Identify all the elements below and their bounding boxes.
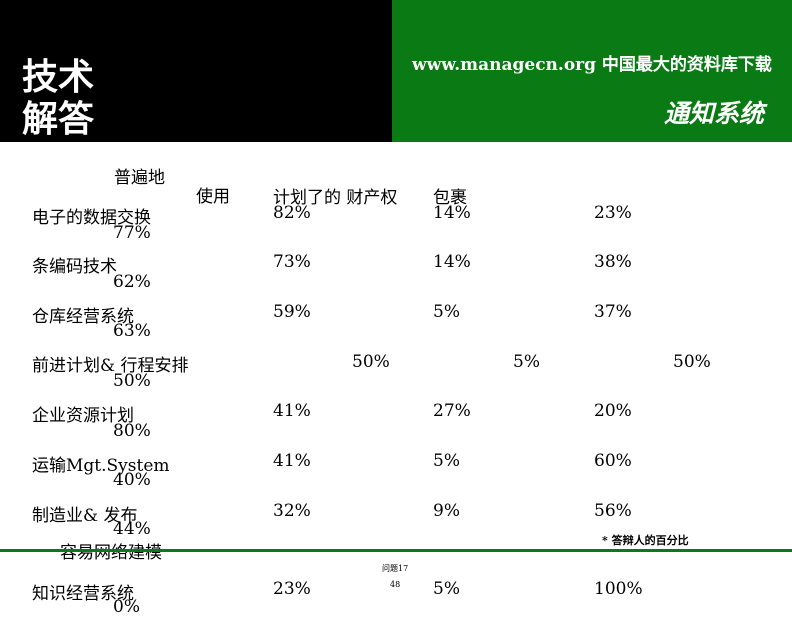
question-label: 问题17 (382, 564, 409, 573)
row-value: 5% (433, 302, 460, 322)
row-value: 60% (594, 451, 632, 471)
row-value: 9% (433, 501, 460, 521)
row-value: 100% (594, 579, 643, 599)
row-value: 73% (273, 252, 311, 272)
row-value: 32% (273, 501, 311, 521)
row-value: 23% (594, 203, 632, 223)
column-header-widely: 普遍地 (114, 168, 165, 188)
row-value: 14% (433, 252, 471, 272)
row-value: 59% (273, 302, 311, 322)
site-url: www.managecn.org 中国最大的资料库下载 (412, 55, 772, 75)
row-value: 5% (433, 579, 460, 599)
row-value: 56% (594, 501, 632, 521)
row-label: 制造业& 发布 (32, 506, 138, 526)
row-value: 38% (594, 252, 632, 272)
column-header-use: 使用 (196, 187, 230, 207)
row-label: 前进计划& 行程安排 (32, 356, 189, 376)
header-right-panel (392, 0, 792, 142)
page-number: 48 (390, 580, 401, 589)
row-sub-value: 77% (113, 223, 151, 243)
row-sub-value: 80% (113, 421, 151, 441)
page-title-line-2: 解答 (22, 98, 95, 140)
row-sub-value: 40% (113, 470, 151, 490)
row-label: 仓库经营系统 (32, 307, 134, 327)
row-value: 41% (273, 451, 311, 471)
row-label: 运输Mgt.System (32, 456, 170, 476)
row-value: 82% (273, 203, 311, 223)
row-sub-value: 50% (113, 371, 151, 391)
row-value: 14% (433, 203, 471, 223)
row-value: 23% (273, 579, 311, 599)
footnote: * 答辩人的百分比 (602, 534, 689, 547)
section-subtitle: 通知系统 (664, 99, 765, 128)
row-label: 企业资源计划 (32, 406, 134, 426)
row-sub-value: 62% (113, 272, 151, 292)
column-header-planned: 计划了的 财产权 (273, 188, 398, 208)
header-left-panel (0, 0, 392, 142)
footer-divider (0, 549, 792, 552)
row-value: 41% (273, 401, 311, 421)
row-value: 5% (433, 451, 460, 471)
row-sub-value: 44% (113, 519, 151, 539)
row-value: 37% (594, 302, 632, 322)
row-value: 50% (673, 352, 711, 372)
row-value: 20% (594, 401, 632, 421)
row-label: 知识经营系统 (32, 584, 134, 604)
row-label: 条编码技术 (32, 257, 117, 277)
column-header-package: 包裹 (433, 188, 467, 208)
row-value: 27% (433, 401, 471, 421)
row-value: 5% (513, 352, 540, 372)
row-sub-value: 63% (113, 321, 151, 341)
row-label: 电子的数据交换 (32, 208, 151, 228)
row-sub-value: 0% (113, 597, 140, 617)
extra-row-label: 容易网络建模 (60, 543, 162, 563)
row-value: 50% (352, 352, 390, 372)
page-title-line-1: 技术 (22, 56, 95, 98)
